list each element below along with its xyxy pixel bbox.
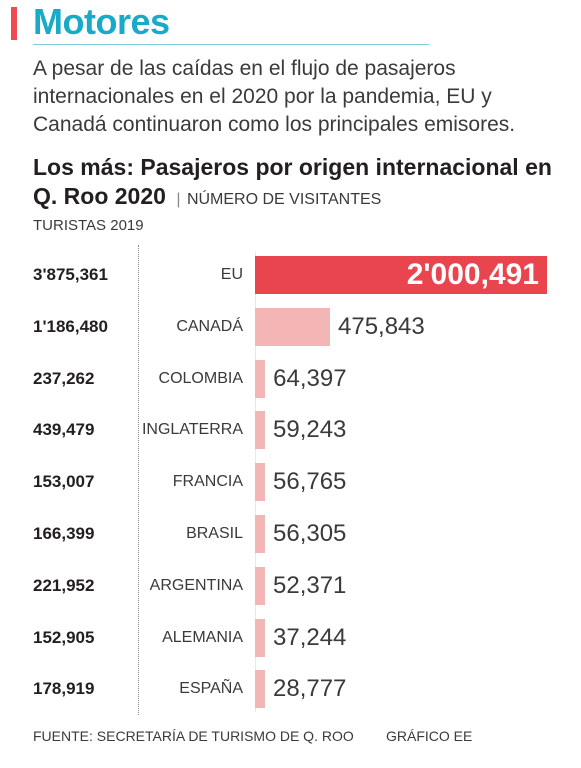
chart-title-text: Los más: Pasajeros por origen internacio… bbox=[33, 154, 552, 209]
bar-value-label: 37,244 bbox=[273, 624, 347, 651]
bar bbox=[255, 411, 265, 449]
chart-unit: | NÚMERO DE VISITANTES bbox=[172, 191, 381, 208]
bar bbox=[255, 463, 265, 501]
tourists-2019-value: 178,919 bbox=[33, 679, 95, 698]
bar-value-label: 59,243 bbox=[273, 416, 347, 443]
bar bbox=[255, 567, 265, 605]
country-label: ARGENTINA bbox=[149, 577, 243, 594]
tourists-2019-header: TURISTAS 2019 bbox=[33, 217, 144, 234]
bar-value-label: 64,397 bbox=[273, 365, 347, 392]
bar-value-label: 56,765 bbox=[273, 468, 347, 495]
country-label: ESPAÑA bbox=[179, 680, 243, 697]
chart-title: Los más: Pasajeros por origen internacio… bbox=[33, 153, 573, 214]
tourists-2019-value: 439,479 bbox=[33, 420, 95, 439]
tourists-2019-value: 1'186,480 bbox=[33, 317, 108, 336]
country-label: FRANCIA bbox=[172, 473, 243, 490]
section-title: Motores bbox=[33, 1, 170, 42]
tourists-2019-value: 166,399 bbox=[33, 524, 95, 543]
bar-value-label: 2'000,491 bbox=[406, 258, 539, 291]
bar bbox=[255, 360, 266, 398]
column-divider bbox=[138, 245, 139, 715]
bar-value-label: 475,843 bbox=[338, 313, 425, 340]
country-label: ALEMANIA bbox=[162, 629, 243, 646]
accent-bar bbox=[11, 7, 17, 40]
bar bbox=[255, 515, 265, 553]
bar-value-label: 28,777 bbox=[273, 675, 347, 702]
country-label: CANADÁ bbox=[176, 318, 243, 335]
chart-unit-label: NÚMERO DE VISITANTES bbox=[186, 191, 382, 208]
title-rule bbox=[33, 44, 429, 45]
bar-value-label: 52,371 bbox=[273, 572, 347, 599]
tourists-2019-value: 153,007 bbox=[33, 472, 95, 491]
tourists-2019-value: 3'875,361 bbox=[33, 265, 108, 284]
bar bbox=[255, 308, 330, 346]
tourists-2019-value: 237,262 bbox=[33, 369, 95, 388]
bar bbox=[255, 256, 547, 294]
unit-separator: | bbox=[176, 191, 181, 208]
tourists-2019-value: 152,905 bbox=[33, 628, 95, 647]
country-label: BRASIL bbox=[186, 525, 243, 542]
tourists-2019-value: 221,952 bbox=[33, 576, 95, 595]
bar bbox=[255, 670, 265, 708]
footer-credit: GRÁFICO EE bbox=[386, 728, 473, 744]
footer-source: FUENTE: SECRETARÍA DE TURISMO DE Q. ROO bbox=[33, 728, 354, 744]
country-label: INGLATERRA bbox=[141, 421, 243, 438]
country-label: EU bbox=[220, 266, 243, 283]
bar bbox=[255, 619, 265, 657]
bar-value-label: 56,305 bbox=[273, 520, 347, 547]
country-label: COLOMBIA bbox=[158, 370, 243, 387]
intro-text: A pesar de las caídas en el flujo de pas… bbox=[33, 57, 516, 136]
